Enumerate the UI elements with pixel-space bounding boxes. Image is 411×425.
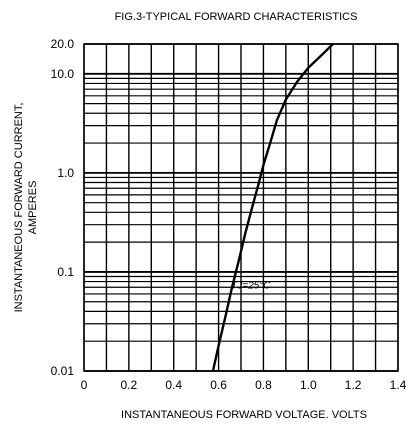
junction-temperature-annotation: TJ=25°C — [231, 280, 271, 291]
x-tick-label: 0.8 — [255, 378, 272, 392]
grid — [83, 43, 399, 372]
x-tick-labels: 0 0.2 0.4 0.6 0.8 1.0 1.2 1.4 — [81, 378, 407, 392]
y-tick-labels: 0.01 0.1 1.0 10.0 20.0 — [51, 37, 75, 378]
y-axis-label-line1: INSTANTANEOUS FORWARD CURRENT, — [13, 103, 25, 313]
y-axis-label-line2: AMPERES — [27, 181, 39, 235]
y-tick-label: 0.01 — [51, 364, 75, 378]
x-tick-label: 1.4 — [390, 378, 407, 392]
x-tick-label: 0.2 — [121, 378, 138, 392]
x-tick-label: 0.4 — [165, 378, 182, 392]
x-tick-label: 1.2 — [345, 378, 362, 392]
y-axis-label: INSTANTANEOUS FORWARD CURRENT, AMPERES — [13, 103, 39, 313]
forward-current-curve — [211, 43, 334, 372]
y-tick-label: 10.0 — [51, 67, 75, 81]
y-tick-label: 0.1 — [57, 265, 74, 279]
x-tick-label: 1.0 — [300, 378, 317, 392]
x-tick-label: 0 — [81, 378, 88, 392]
plot-frame — [83, 43, 399, 372]
y-tick-label: 20.0 — [51, 37, 75, 51]
y-tick-label: 1.0 — [57, 166, 74, 180]
chart-title: FIG.3-TYPICAL FORWARD CHARACTERISTICS — [115, 11, 358, 23]
x-axis-label: INSTANTANEOUS FORWARD VOLTAGE. VOLTS — [121, 409, 367, 421]
x-tick-label: 0.6 — [210, 378, 227, 392]
